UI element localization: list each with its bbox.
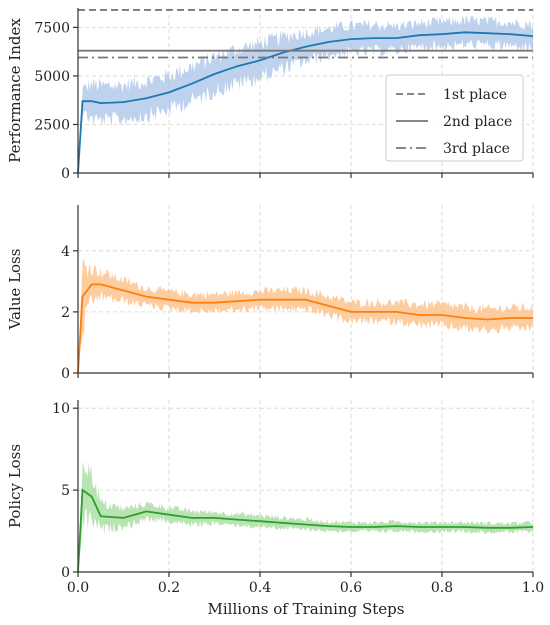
series-line — [77, 31, 534, 174]
panel-2: 0 2 4 Value Loss — [6, 205, 534, 382]
y-axis-label: Performance Index — [6, 18, 24, 163]
y-tick-label: 0 — [61, 366, 70, 382]
series-line — [77, 283, 533, 374]
x-tick-label: 0.6 — [340, 580, 362, 596]
legend-entry: 3rd place — [443, 141, 510, 157]
y-axis-label: Policy Loss — [6, 444, 24, 528]
y-tick-label: 2 — [61, 305, 70, 321]
series-band — [78, 461, 533, 572]
legend-entry: 2nd place — [443, 114, 512, 130]
panel-1: 1st place 2nd place 3rd place 0 2500 5000 7500… — [6, 8, 534, 182]
x-tick-label: 0.8 — [431, 580, 453, 596]
y-tick-label: 0 — [61, 565, 70, 581]
x-tick-label: 1.0 — [522, 580, 544, 596]
series-band — [78, 259, 533, 373]
x-tick-label: 0.2 — [158, 580, 180, 596]
legend-box — [385, 74, 524, 162]
y-tick-label: 5 — [61, 483, 70, 499]
y-tick-label: 0 — [61, 166, 70, 182]
panel-3: 0 5 10 0.0 0.2 0.4 0.6 0.8 1.0 Policy Loss — [6, 400, 544, 596]
x-tick-label: 0.4 — [249, 580, 271, 596]
x-tick-label: 0.0 — [67, 580, 89, 596]
series-line — [77, 488, 534, 573]
y-tick-label: 10 — [52, 401, 70, 417]
y-tick-label: 4 — [61, 244, 70, 260]
legend-entry: 1st place — [443, 87, 507, 103]
x-axis-label: Millions of Training Steps — [208, 600, 405, 618]
y-tick-label: 7500 — [34, 20, 70, 36]
y-tick-label: 2500 — [34, 117, 70, 133]
legend: 1st place 2nd place 3rd place — [385, 74, 524, 162]
y-axis-label: Value Loss — [6, 249, 24, 331]
y-tick-label: 5000 — [34, 69, 70, 85]
